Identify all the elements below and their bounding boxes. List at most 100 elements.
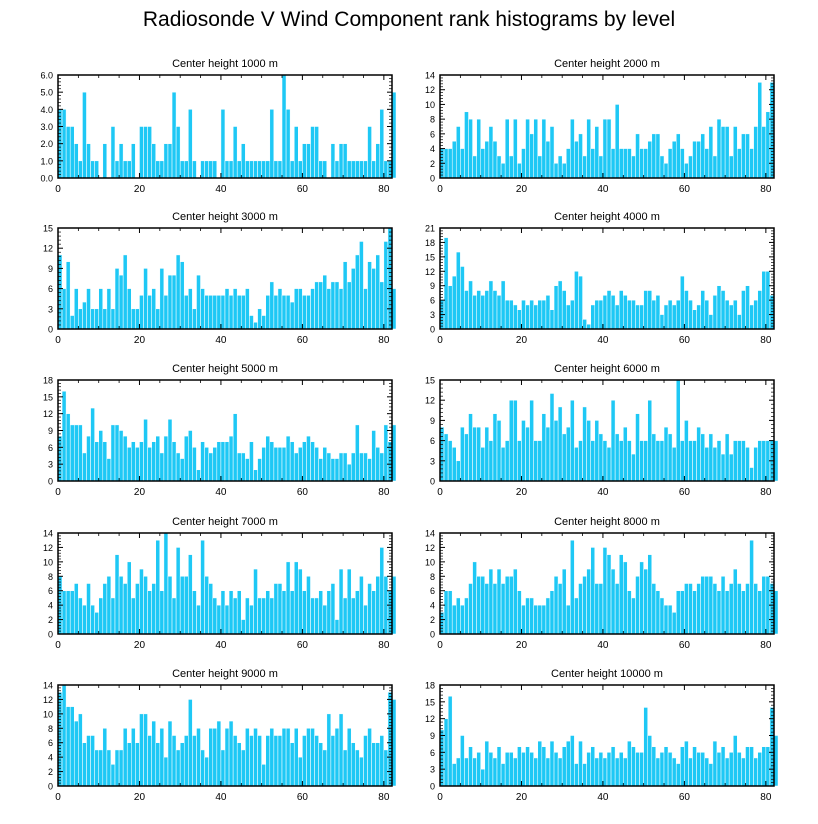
bar	[667, 148, 673, 179]
bar	[761, 576, 767, 635]
bar	[643, 148, 648, 179]
y-tick-label: 6.0	[40, 71, 53, 81]
bar	[171, 735, 177, 787]
bar	[521, 299, 526, 330]
bar	[704, 757, 710, 787]
bar	[618, 148, 624, 179]
bar	[733, 440, 738, 482]
bar	[179, 160, 185, 179]
bar	[659, 597, 665, 635]
x-tick-label: 80	[760, 335, 772, 346]
bar	[500, 280, 506, 330]
y-tick-label: 3	[430, 310, 435, 320]
panel-title: Center height 8000 m	[554, 516, 660, 528]
bar	[265, 435, 271, 482]
bar	[220, 109, 226, 179]
x-tick-label: 60	[679, 792, 691, 803]
bar	[200, 160, 205, 179]
y-tick-label: 9	[430, 731, 435, 741]
bar	[139, 295, 144, 330]
bar	[379, 735, 385, 787]
bar	[627, 299, 632, 330]
bar	[110, 597, 116, 635]
bar	[265, 160, 271, 179]
bar	[724, 433, 730, 482]
bar	[126, 447, 132, 482]
bar	[480, 768, 486, 787]
y-tick-label: 1.0	[40, 156, 53, 166]
bar	[78, 713, 83, 787]
bar	[273, 583, 279, 635]
bar	[126, 742, 132, 787]
bar	[147, 590, 152, 635]
bar	[196, 604, 201, 635]
bar	[602, 757, 608, 787]
bar	[102, 308, 108, 330]
bar	[285, 109, 291, 179]
bar	[212, 728, 218, 787]
bar	[456, 126, 461, 179]
y-tick-label: 4	[48, 753, 53, 763]
bar	[204, 295, 209, 330]
bar	[476, 426, 481, 482]
bar	[488, 752, 494, 787]
bar	[261, 764, 266, 787]
bar	[745, 583, 750, 635]
y-tick-label: 2	[48, 615, 53, 625]
bar	[289, 590, 295, 635]
bar	[541, 746, 547, 787]
x-tick-label: 60	[297, 792, 309, 803]
x-tick-label: 40	[597, 335, 609, 346]
bar	[549, 393, 555, 482]
bar	[188, 288, 193, 330]
bar	[606, 554, 612, 635]
bar	[330, 583, 336, 635]
bar	[200, 539, 205, 635]
bar	[460, 426, 465, 482]
bar	[712, 740, 718, 787]
bar	[196, 469, 201, 482]
bar	[249, 315, 254, 330]
bar	[167, 576, 173, 635]
bar	[346, 568, 352, 635]
bar	[761, 746, 767, 787]
bar	[322, 749, 328, 787]
bar	[78, 597, 83, 635]
bar	[513, 304, 518, 330]
bar	[447, 695, 453, 787]
bar	[745, 746, 750, 787]
panel-5: Center height 5000 m 0 20 40 60 80 0 3 6 9 12 15 18	[43, 363, 397, 498]
bar	[236, 452, 242, 482]
bar	[545, 140, 551, 179]
bar	[94, 160, 99, 179]
bar	[289, 160, 295, 179]
bar	[692, 440, 697, 482]
y-tick-label: 18	[43, 376, 53, 386]
bar	[476, 118, 481, 179]
bar	[590, 547, 595, 635]
bar	[464, 111, 469, 179]
bar	[265, 295, 271, 330]
bar	[443, 590, 449, 635]
bar	[371, 590, 376, 635]
bar	[314, 126, 319, 179]
bar	[594, 583, 600, 635]
bar	[334, 458, 340, 482]
bar	[90, 407, 95, 482]
bar	[281, 447, 287, 482]
y-tick-label: 12	[425, 714, 435, 724]
y-tick-label: 3	[430, 456, 435, 466]
bar	[155, 435, 161, 482]
bar	[610, 295, 616, 330]
bar	[635, 752, 640, 787]
bar	[496, 295, 502, 330]
bar	[228, 435, 234, 482]
bar	[151, 583, 156, 635]
bar	[106, 458, 112, 482]
bar	[635, 133, 640, 179]
bar	[314, 281, 319, 330]
bar	[367, 458, 372, 482]
bar	[456, 251, 461, 330]
bar	[667, 433, 673, 482]
bar	[598, 155, 604, 179]
